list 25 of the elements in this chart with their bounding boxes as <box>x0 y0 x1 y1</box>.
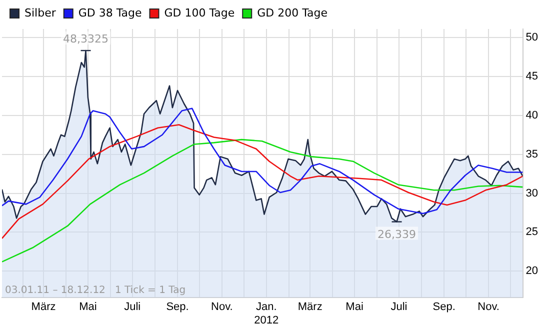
y-tick-label: 20 <box>526 265 538 278</box>
y-tick-label: 50 <box>526 32 538 44</box>
x-tick-label: Mai <box>79 301 97 314</box>
y-tick-label: 30 <box>526 187 538 200</box>
x-tick-label: Nov. <box>211 301 233 314</box>
legend-label: Silber <box>24 6 56 20</box>
x-tick-label: März <box>31 301 56 314</box>
annotation: 03.01.11 – 18.12.12 1 Tick = 1 Tag <box>5 285 186 296</box>
x-tick-label: Juli <box>124 301 141 314</box>
legend-label: GD 100 Tage <box>164 6 235 20</box>
legend-label: GD 200 Tage <box>257 6 328 20</box>
x-tick-label: Nov. <box>478 301 500 314</box>
annotation: 48,3325 <box>63 32 109 46</box>
x-tick-label: Juli <box>390 301 408 314</box>
x-tick-label: Sep. <box>166 301 189 314</box>
x-tick-label: Mai <box>346 301 364 314</box>
annotation: 26,339 <box>378 228 416 241</box>
y-tick-label: 45 <box>526 70 538 83</box>
x-tick-label: März <box>298 301 322 314</box>
y-tick-label: 40 <box>526 109 538 122</box>
y-tick-label: 35 <box>526 148 538 160</box>
x-tick-label: Sep. <box>432 301 456 314</box>
y-tick-label: 25 <box>526 226 538 238</box>
x-tick-label: Jan. 2012 <box>254 301 279 326</box>
legend-label: GD 38 Tage <box>78 6 142 20</box>
